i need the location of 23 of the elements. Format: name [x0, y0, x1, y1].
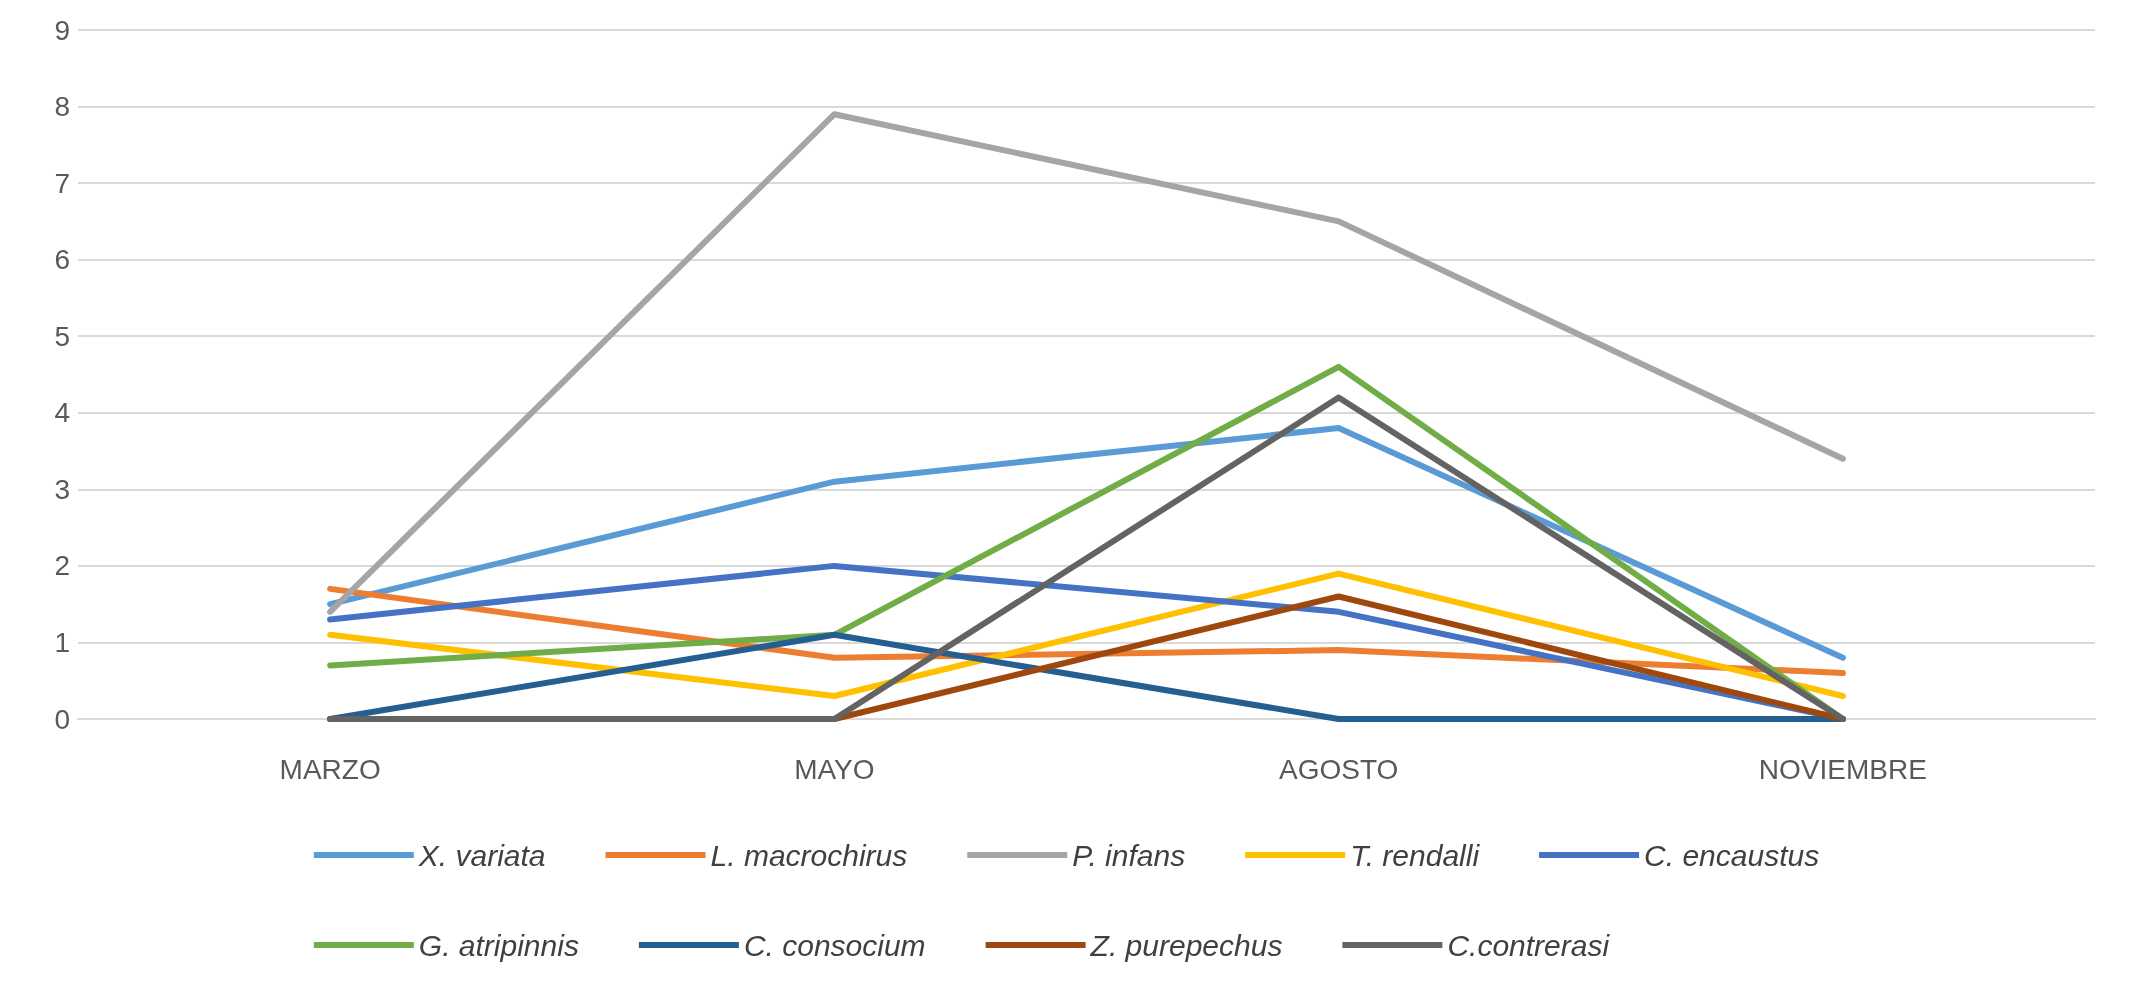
legend-label: C.contrerasi: [1447, 928, 1611, 962]
x-tick-label: AGOSTO: [1278, 753, 1399, 785]
legend-label: Z. purepechus: [1089, 928, 1283, 962]
y-tick-label: 7: [54, 167, 70, 199]
y-tick-label: 3: [54, 473, 70, 505]
x-tick-label: MAYO: [794, 753, 875, 785]
legend-label: P. infans: [1072, 838, 1186, 872]
x-tick-label: NOVIEMBRE: [1758, 753, 1927, 785]
y-tick-label: 0: [54, 703, 70, 735]
y-tick-label: 9: [54, 14, 70, 46]
legend-label: G. atripinnis: [418, 928, 579, 962]
y-tick-label: 1: [54, 626, 70, 658]
legend-label: L. macrochirus: [710, 838, 908, 872]
y-tick-label: 4: [54, 397, 70, 429]
legend-label: T. rendalli: [1350, 838, 1481, 872]
y-tick-label: 2: [54, 550, 70, 582]
legend-label: C. consocium: [743, 928, 926, 962]
y-tick-label: 5: [54, 320, 70, 352]
y-tick-label: 8: [54, 91, 70, 123]
y-tick-label: 6: [54, 244, 70, 276]
legend-label: C. encaustus: [1644, 838, 1820, 872]
x-tick-label: MARZO: [279, 753, 381, 785]
legend-label: X. variata: [417, 838, 546, 872]
